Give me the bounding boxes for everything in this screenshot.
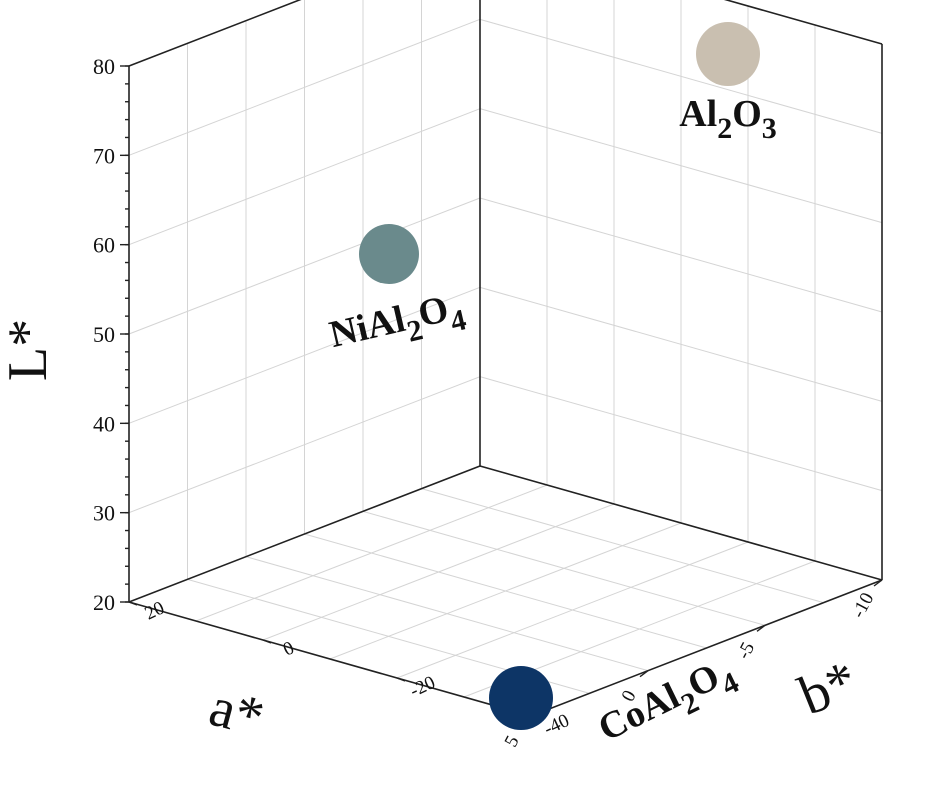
a-axis-title: a*: [203, 676, 270, 750]
right-wall-grid-line: [479, 18, 883, 134]
floor-grid-line: [262, 503, 615, 641]
L-tick-label: 20: [93, 590, 115, 615]
right-wall-grid-line: [479, 376, 883, 492]
point-label-Al2O3: Al2O3: [679, 93, 777, 145]
frame-edge: [128, 465, 481, 603]
floor-grid-line: [329, 522, 682, 660]
a-tick-label: 5: [501, 732, 524, 750]
L-tick-label: 50: [93, 322, 115, 347]
a-tick-label: -10: [848, 589, 878, 621]
b-axis-title: b*: [791, 649, 866, 727]
b-tick: [262, 639, 272, 644]
left-wall-grid-line: [128, 376, 481, 514]
a-tick: [873, 579, 883, 587]
L-tick-label: 60: [93, 233, 115, 258]
data-point-NiAl2O4: [359, 224, 419, 284]
L-tick-label: 70: [93, 143, 115, 168]
right-wall-grid-line: [479, 286, 883, 402]
frame-edge: [530, 579, 883, 717]
right-wall-grid-line: [479, 108, 883, 224]
b-tick-label: -20: [407, 672, 439, 702]
floor-grid-line: [396, 541, 749, 679]
b-tick-label: 20: [142, 597, 168, 624]
L-tick-label: 40: [93, 411, 115, 436]
point-label-NiAl2O4: NiAl2O4: [326, 285, 470, 366]
floor-grid-line: [195, 484, 548, 622]
data-point-Al2O3: [696, 22, 760, 86]
frame-edge: [723, 0, 883, 45]
L-tick-label: 80: [93, 54, 115, 79]
frame-edge: [479, 465, 883, 581]
left-wall-grid-line: [128, 18, 481, 156]
point-label-CoAl2O4: CoAl2O4: [592, 649, 744, 759]
left-wall-grid-line: [128, 108, 481, 246]
L-axis-title: L*: [0, 319, 59, 381]
axes-frame: [128, 0, 883, 717]
L-tick-label: 30: [93, 501, 115, 526]
grid-layer: [128, 0, 883, 717]
a-tick: [756, 624, 766, 632]
b-tick: [128, 601, 138, 606]
b-tick: [396, 677, 406, 682]
a-tick: [639, 670, 649, 678]
data-points: Al2O3 NiAl2O4 CoAl2O4: [326, 22, 777, 759]
right-wall-grid-line: [479, 197, 883, 313]
left-wall-grid-line: [128, 286, 481, 424]
frame-edge: [128, 0, 302, 67]
left-wall-grid-line: [128, 197, 481, 335]
data-point-CoAl2O4: [489, 666, 553, 730]
frame-edge: [128, 601, 532, 717]
a-tick-label: -5: [733, 639, 759, 663]
